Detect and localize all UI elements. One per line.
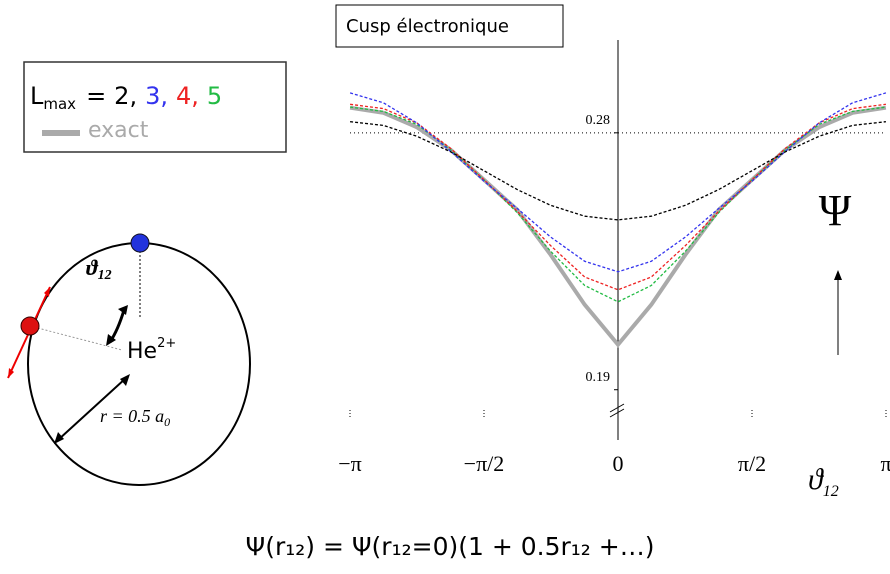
legend-entry: 3,	[145, 82, 168, 110]
legend-sub: max	[43, 95, 76, 113]
x-tick-label: 0	[613, 451, 624, 476]
legend-entry: 2,	[114, 82, 137, 110]
x-tick-label: π	[880, 451, 890, 476]
angle-label: ϑ12	[86, 255, 112, 283]
title-box	[335, 4, 564, 48]
plot: 0.19 0.28 −π −π/2 0 π/2 π	[338, 40, 890, 476]
y-arrow-head	[834, 270, 842, 280]
x-tick-label: π/2	[738, 451, 766, 476]
electron	[20, 316, 40, 336]
legend: Lmax = 2, 3, 4, 5 exact	[30, 82, 222, 143]
legend-entry: 5	[207, 82, 222, 110]
x-axis-label: ϑ12	[808, 463, 839, 500]
legend-box	[23, 61, 287, 153]
chart-title: Cusp électronique	[346, 16, 509, 37]
x-tick-label: −π/2	[464, 451, 505, 476]
legend-title: Lmax = 2, 3, 4, 5	[30, 82, 222, 113]
legend-main: L	[30, 82, 44, 110]
formula: Ψ(r₁₂) = Ψ(r₁₂=0)(1 + 0.5r₁₂ +…)	[246, 532, 655, 561]
x-tick-label: −π	[338, 451, 362, 476]
angle-arrow-heads	[106, 305, 128, 346]
legend-equals: =	[86, 82, 106, 110]
series-line	[349, 105, 887, 348]
y-tick-label: 0.19	[586, 370, 611, 385]
axis-break	[609, 403, 625, 418]
nucleus-label: He2+	[127, 336, 176, 365]
legend-entry: exact	[88, 118, 149, 143]
atom-diagram: ϑ12 He2+ r = 0.5 a0	[7, 233, 251, 486]
series-line	[349, 92, 887, 273]
electron	[130, 233, 150, 253]
y-axis-label: Ψ	[819, 186, 852, 235]
radius-arrow-heads	[54, 374, 130, 444]
radius-label: r = 0.5 a0	[100, 406, 170, 429]
radius-arrow	[57, 377, 127, 441]
legend-entry: 4,	[176, 82, 199, 110]
y-tick-label: 0.28	[586, 113, 611, 128]
orbit	[27, 242, 251, 486]
